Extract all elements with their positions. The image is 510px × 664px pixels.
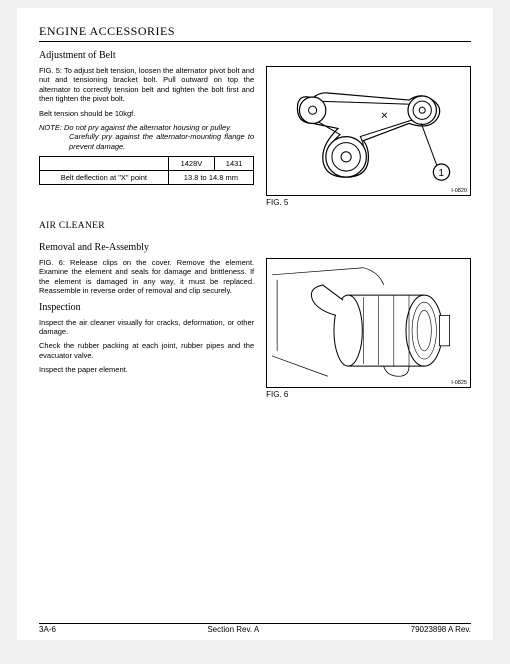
tbl-blank: [40, 157, 169, 171]
tbl-rowval: 13.8 to 14.8 mm: [168, 171, 253, 185]
svg-text:✕: ✕: [381, 110, 389, 120]
section2-figure: I-0825 FIG. 6: [266, 258, 471, 399]
section-adjustment-title: Adjustment of Belt: [39, 50, 471, 61]
svg-text:1: 1: [439, 168, 445, 179]
fig5-box: ✕ 1 I-0820: [266, 66, 471, 196]
footer: 3A-6 Section Rev. A 79023898 A Rev.: [39, 623, 471, 634]
fig6-box: I-0825: [266, 258, 471, 388]
s2-p2: Inspect the air cleaner visually for cra…: [39, 318, 254, 337]
section2-text: FIG. 6: Release clips on the cover. Remo…: [39, 258, 254, 399]
s2-p4: Inspect the paper element.: [39, 365, 254, 374]
inspection-title: Inspection: [39, 302, 254, 313]
section2-columns: FIG. 6: Release clips on the cover. Remo…: [39, 258, 471, 399]
section-removal-title: Removal and Re-Assembly: [39, 242, 471, 253]
footer-center: Section Rev. A: [207, 625, 259, 634]
fig6-caption: FIG. 6: [266, 390, 471, 399]
tbl-h1: 1428V: [168, 157, 214, 171]
belt-table: 1428V 1431 Belt deflection at "X" point …: [39, 156, 254, 185]
page: ENGINE ACCESSORIES Adjustment of Belt FI…: [17, 8, 493, 640]
page-title: ENGINE ACCESSORIES: [39, 24, 471, 42]
section1-text: FIG. 5: To adjust belt tension, loosen t…: [39, 66, 254, 207]
section1-columns: FIG. 5: To adjust belt tension, loosen t…: [39, 66, 471, 207]
fig6-ref: I-0825: [451, 380, 467, 386]
s2-p1: FIG. 6: Release clips on the cover. Remo…: [39, 258, 254, 296]
belt-diagram-icon: ✕ 1: [267, 67, 470, 195]
s1-note: NOTE: Do not pry against the alternator …: [39, 123, 254, 151]
section1-figure: ✕ 1 I-0820 FIG. 5: [266, 66, 471, 207]
footer-right: 79023898 A Rev.: [411, 625, 471, 634]
fig5-caption: FIG. 5: [266, 198, 471, 207]
s2-p3: Check the rubber packing at each joint, …: [39, 341, 254, 360]
section-aircleaner-title: AIR CLEANER: [39, 221, 471, 231]
tbl-h2: 1431: [215, 157, 254, 171]
s1-note1: NOTE: Do not pry against the alternator …: [39, 123, 231, 132]
footer-left: 3A-6: [39, 625, 56, 634]
s1-p1: FIG. 5: To adjust belt tension, loosen t…: [39, 66, 254, 104]
tbl-rowlabel: Belt deflection at "X" point: [40, 171, 169, 185]
aircleaner-diagram-icon: [267, 259, 470, 387]
s1-note2: Carefully pry against the alternator-mou…: [69, 132, 254, 151]
fig5-ref: I-0820: [451, 188, 467, 194]
s1-p2: Belt tension should be 10kgf.: [39, 109, 254, 118]
